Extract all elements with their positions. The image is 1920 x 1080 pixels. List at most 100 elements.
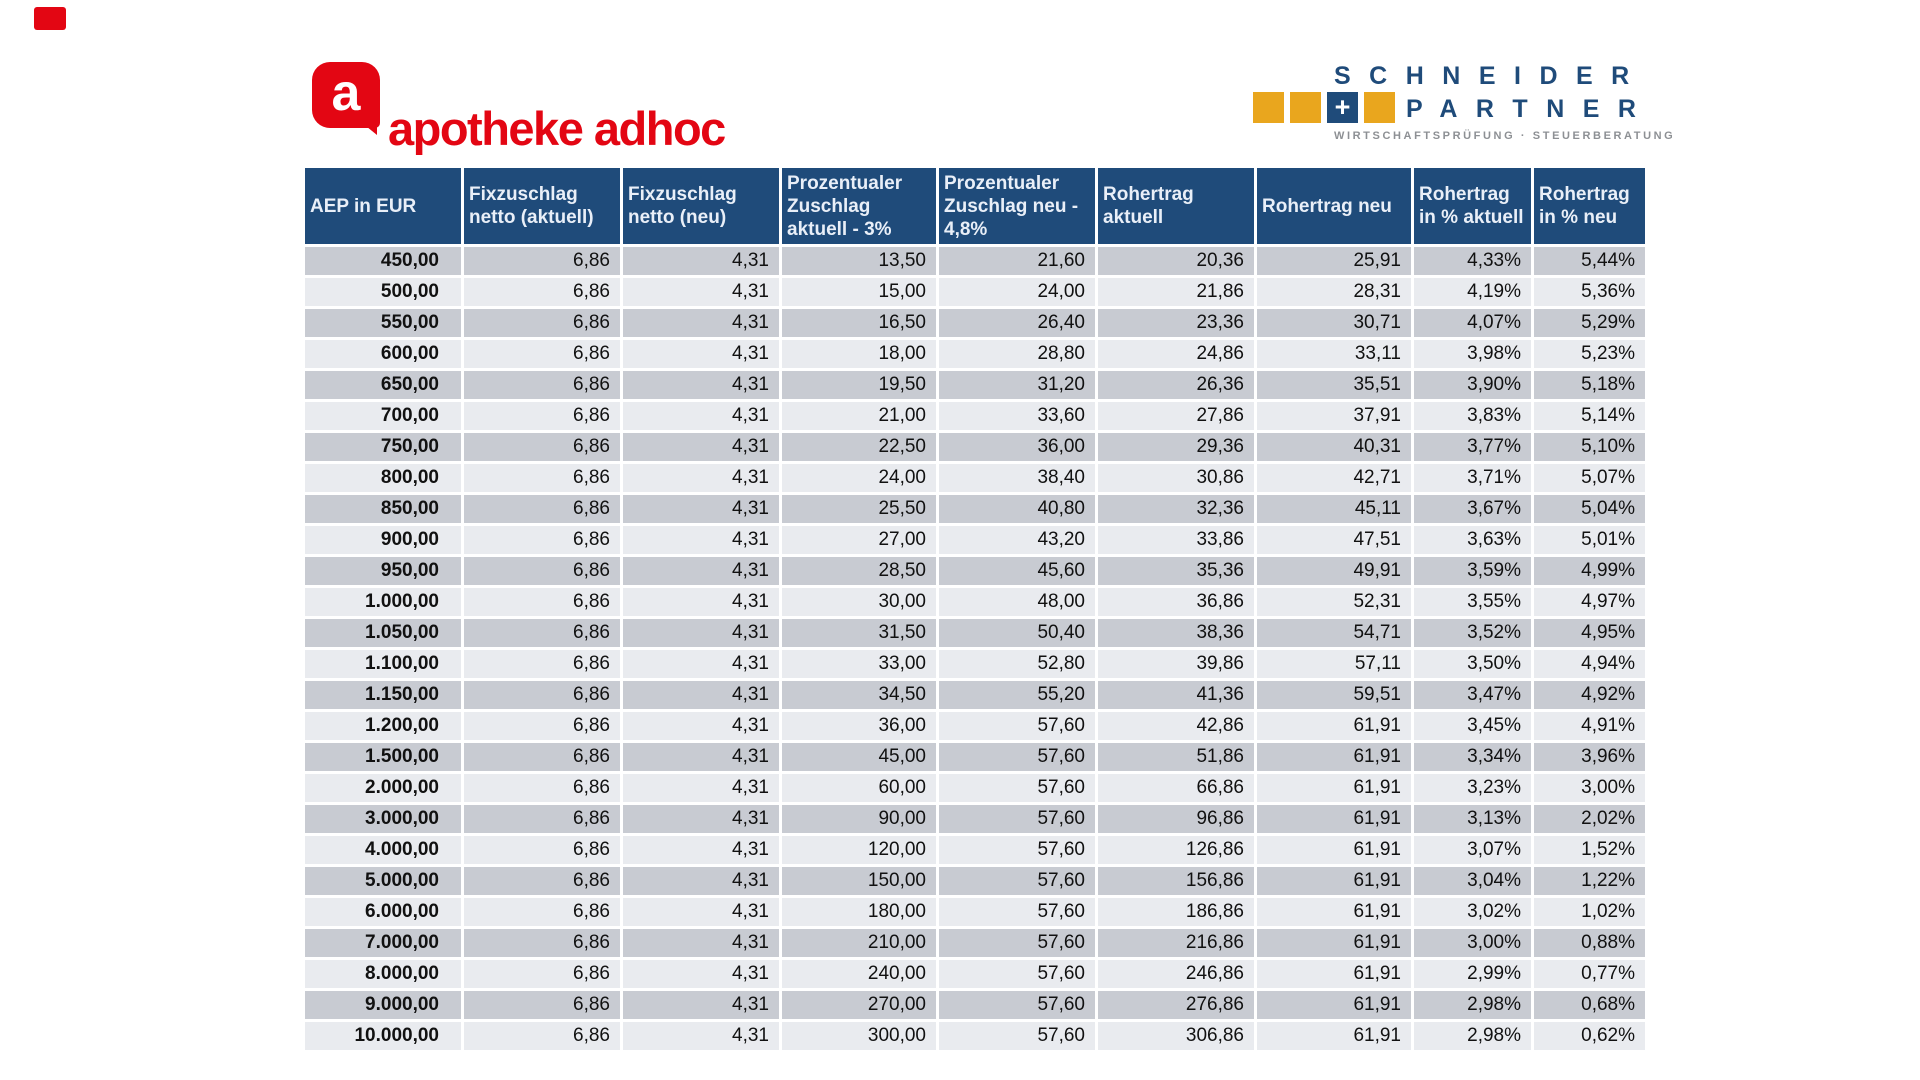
table-cell: 2,98% — [1414, 991, 1531, 1019]
table-cell: 32,36 — [1098, 495, 1254, 523]
table-cell: 5,01% — [1534, 526, 1645, 554]
table-cell: 3,04% — [1414, 867, 1531, 895]
table-cell: 4,31 — [623, 898, 779, 926]
table-cell: 4,31 — [623, 743, 779, 771]
row-header-cell: 1.200,00 — [305, 712, 461, 740]
table-cell: 20,36 — [1098, 247, 1254, 275]
table-cell: 22,50 — [782, 433, 936, 461]
table-cell: 49,91 — [1257, 557, 1411, 585]
table-cell: 6,86 — [464, 526, 620, 554]
table-cell: 3,47% — [1414, 681, 1531, 709]
table-cell: 25,50 — [782, 495, 936, 523]
row-header-cell: 9.000,00 — [305, 991, 461, 1019]
speech-bubble-tail — [356, 118, 377, 135]
table-cell: 26,40 — [939, 309, 1095, 337]
row-header-cell: 800,00 — [305, 464, 461, 492]
table-cell: 6,86 — [464, 805, 620, 833]
table-cell: 36,00 — [939, 433, 1095, 461]
table-cell: 4,99% — [1534, 557, 1645, 585]
table-cell: 52,31 — [1257, 588, 1411, 616]
table-cell: 30,00 — [782, 588, 936, 616]
table-cell: 31,20 — [939, 371, 1095, 399]
table-cell: 61,91 — [1257, 960, 1411, 988]
table-cell: 6,86 — [464, 495, 620, 523]
table-cell: 15,00 — [782, 278, 936, 306]
row-header-cell: 450,00 — [305, 247, 461, 275]
table-cell: 57,60 — [939, 836, 1095, 864]
table-cell: 4,31 — [623, 526, 779, 554]
row-header-cell: 500,00 — [305, 278, 461, 306]
table-cell: 4,31 — [623, 464, 779, 492]
row-header-cell: 1.000,00 — [305, 588, 461, 616]
table-cell: 4,31 — [623, 712, 779, 740]
table-cell: 4,31 — [623, 402, 779, 430]
table-cell: 13,50 — [782, 247, 936, 275]
table-cell: 3,71% — [1414, 464, 1531, 492]
table-cell: 1,22% — [1534, 867, 1645, 895]
table-cell: 4,31 — [623, 650, 779, 678]
row-header-cell: 850,00 — [305, 495, 461, 523]
column-header: Prozentualer Zuschlag neu - 4,8% — [939, 168, 1095, 244]
table-cell: 36,00 — [782, 712, 936, 740]
table-cell: 35,51 — [1257, 371, 1411, 399]
table-cell: 57,60 — [939, 898, 1095, 926]
table-cell: 6,86 — [464, 650, 620, 678]
table-cell: 34,50 — [782, 681, 936, 709]
table-cell: 48,00 — [939, 588, 1095, 616]
table-cell: 186,86 — [1098, 898, 1254, 926]
table-cell: 45,60 — [939, 557, 1095, 585]
table-cell: 33,86 — [1098, 526, 1254, 554]
table-cell: 21,60 — [939, 247, 1095, 275]
table-cell: 59,51 — [1257, 681, 1411, 709]
row-header-cell: 1.050,00 — [305, 619, 461, 647]
table-cell: 24,86 — [1098, 340, 1254, 368]
table-cell: 4,33% — [1414, 247, 1531, 275]
table-cell: 4,31 — [623, 836, 779, 864]
table-cell: 60,00 — [782, 774, 936, 802]
row-header-cell: 700,00 — [305, 402, 461, 430]
table-cell: 96,86 — [1098, 805, 1254, 833]
table-cell: 5,14% — [1534, 402, 1645, 430]
table-cell: 61,91 — [1257, 867, 1411, 895]
plus-icon: + — [1334, 92, 1351, 122]
table-cell: 6,86 — [464, 774, 620, 802]
table-cell: 57,11 — [1257, 650, 1411, 678]
table-cell: 6,86 — [464, 991, 620, 1019]
table-cell: 4,31 — [623, 619, 779, 647]
table-cell: 28,80 — [939, 340, 1095, 368]
table-cell: 4,31 — [623, 278, 779, 306]
table-cell: 30,71 — [1257, 309, 1411, 337]
table-cell: 1,52% — [1534, 836, 1645, 864]
table-cell: 57,60 — [939, 929, 1095, 957]
table-cell: 126,86 — [1098, 836, 1254, 864]
table-cell: 3,98% — [1414, 340, 1531, 368]
table-cell: 306,86 — [1098, 1022, 1254, 1050]
table-cell: 23,36 — [1098, 309, 1254, 337]
table-cell: 6,86 — [464, 309, 620, 337]
table-cell: 21,00 — [782, 402, 936, 430]
table-cell: 6,86 — [464, 929, 620, 957]
table-cell: 33,11 — [1257, 340, 1411, 368]
table-cell: 4,31 — [623, 340, 779, 368]
row-header-cell: 1.100,00 — [305, 650, 461, 678]
table-cell: 5,04% — [1534, 495, 1645, 523]
row-header-cell: 750,00 — [305, 433, 461, 461]
table-cell: 4,31 — [623, 991, 779, 1019]
table-cell: 57,60 — [939, 991, 1095, 1019]
row-header-cell: 3.000,00 — [305, 805, 461, 833]
table-cell: 4,31 — [623, 960, 779, 988]
table-cell: 6,86 — [464, 588, 620, 616]
table-cell: 27,00 — [782, 526, 936, 554]
table-cell: 210,00 — [782, 929, 936, 957]
table-cell: 61,91 — [1257, 929, 1411, 957]
table-cell: 3,13% — [1414, 805, 1531, 833]
table-cell: 33,60 — [939, 402, 1095, 430]
table-cell: 3,96% — [1534, 743, 1645, 771]
table-cell: 3,00% — [1414, 929, 1531, 957]
table-cell: 26,36 — [1098, 371, 1254, 399]
table-cell: 6,86 — [464, 619, 620, 647]
apotheke-adhoc-wordmark: apotheke adhoc — [388, 102, 726, 155]
table-cell: 40,31 — [1257, 433, 1411, 461]
table-cell: 3,55% — [1414, 588, 1531, 616]
row-header-cell: 2.000,00 — [305, 774, 461, 802]
